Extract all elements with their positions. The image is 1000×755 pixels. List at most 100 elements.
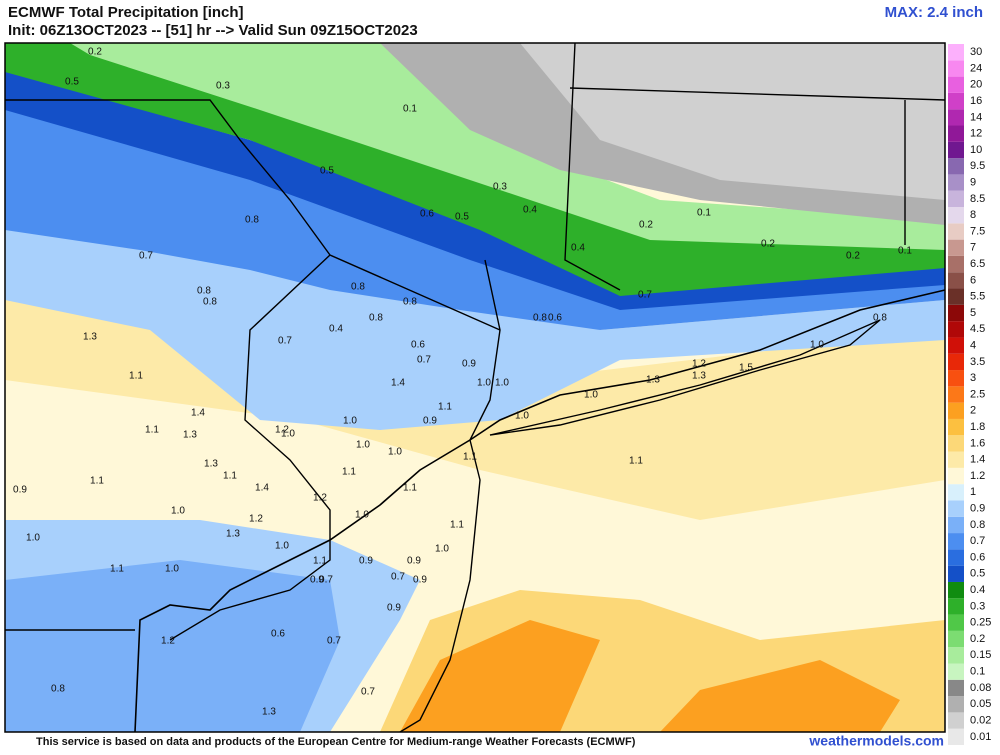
colorbar-label: 8.5: [970, 193, 985, 205]
colorbar-label: 4.5: [970, 323, 985, 335]
colorbar-swatch: [948, 141, 964, 159]
colorbar-label: 0.05: [970, 698, 991, 710]
band-2: [400, 620, 900, 732]
band-0-02: [520, 43, 945, 200]
colorbar-label: 16: [970, 95, 982, 107]
contour-label: 0.4: [329, 324, 343, 335]
contour-label: 0.6: [271, 629, 285, 640]
band-0-5: [5, 70, 945, 310]
colorbar-swatch: [948, 614, 964, 631]
colorbar-swatch: [948, 44, 964, 61]
contour-label: 0.8: [369, 313, 383, 324]
colorbar-label: 0.8: [970, 519, 985, 531]
colorbar-label: 0.5: [970, 568, 985, 580]
contour-label: 1.0: [495, 378, 509, 389]
site-name: weathermodels.com: [808, 733, 944, 749]
colorbar-label: 6.5: [970, 258, 985, 270]
colorbar-label: 0.15: [970, 649, 991, 661]
colorbar-swatch: [948, 647, 964, 664]
contour-label: 1.1: [145, 425, 159, 436]
colorbar-label: 0.9: [970, 503, 985, 515]
title: ECMWF Total Precipitation [inch]: [8, 4, 244, 21]
colorbar-label: 0.01: [970, 731, 991, 743]
contour-label: 0.8: [245, 215, 259, 226]
contour-label: 0.3: [216, 81, 230, 92]
contour-label: 0.6: [420, 209, 434, 220]
colorbar-label: 8: [970, 209, 976, 221]
band-0-7: [5, 80, 945, 330]
colorbar-swatch: [948, 402, 964, 419]
colorbar-swatch: [948, 712, 964, 729]
colorbar-label: 0.1: [970, 666, 985, 678]
colorbar-label: 7.5: [970, 225, 985, 237]
colorbar-swatch: [948, 353, 964, 371]
colorbar-swatch: [948, 386, 964, 403]
colorbar-swatch: [948, 223, 964, 240]
contour-label: 1.0: [515, 411, 529, 422]
contour-label: 1.1: [129, 371, 143, 382]
contour-label: 0.5: [455, 212, 469, 223]
footer-notice: This service is based on data and produc…: [36, 736, 636, 748]
coastline: [134, 289, 946, 733]
contour-label: 0.8: [51, 684, 65, 695]
colorbar-swatch: [948, 696, 964, 713]
colorbar-label: 12: [970, 128, 982, 140]
contour-label: 1.3: [226, 529, 240, 540]
contour-label: 0.7: [327, 636, 341, 647]
colorbar-label: 5: [970, 307, 976, 319]
colorbar-swatch: [948, 516, 964, 534]
contour-label: 0.9: [310, 575, 324, 586]
contour-label: 0.2: [88, 47, 102, 58]
colorbar-label: 3.5: [970, 356, 985, 368]
contour-label: 0.7: [278, 336, 292, 347]
contour-label: 1.2: [249, 514, 263, 525]
colorbar-label: 14: [970, 111, 982, 123]
colorbar-label: 1.6: [970, 437, 985, 449]
contour-label: 0.7: [391, 572, 405, 583]
colorbar-swatch: [948, 239, 964, 256]
contour-label: 0.6: [411, 340, 425, 351]
colorbar-label: 9.5: [970, 160, 985, 172]
colorbar-swatch: [948, 109, 964, 126]
colorbar-label: 9: [970, 176, 976, 188]
contour-label: 0.1: [898, 246, 912, 257]
colorbar-swatch: [948, 337, 964, 354]
contour-label: 1.1: [90, 476, 104, 487]
contour-label: 1.2: [275, 425, 289, 436]
colorbar-swatch: [948, 598, 964, 615]
contour-label: 0.8: [351, 282, 365, 293]
band-0-7-south: [5, 560, 340, 732]
contour-label: 0.1: [697, 208, 711, 219]
contour-label: 1.0: [584, 390, 598, 401]
colorbar-label: 1: [970, 486, 976, 498]
contour-label: 1.3: [646, 375, 660, 386]
contour-label: 1.0: [477, 378, 491, 389]
contour-label: 0.3: [493, 182, 507, 193]
contour-label: 0.2: [846, 251, 860, 262]
contour-label: 0.9: [413, 575, 427, 586]
colorbar-label: 0.08: [970, 682, 991, 694]
contour-label: 1.1: [223, 471, 237, 482]
contour-label: 0.6: [548, 313, 562, 324]
colorbar-swatch: [948, 125, 964, 142]
contour-label: 1.0: [165, 564, 179, 575]
nj-coast: [399, 259, 501, 733]
contour-label: 0.9: [407, 556, 421, 567]
colorbar-label: 0.7: [970, 535, 985, 547]
contour-label: 1.0: [281, 429, 295, 440]
contour-label: 1.3: [692, 371, 706, 382]
colorbar-swatch: [948, 549, 964, 566]
contour-label: 0.8: [203, 297, 217, 308]
contour-label: 0.8: [197, 286, 211, 297]
contour-label: 1.0: [810, 340, 824, 351]
colorbar-swatch: [948, 581, 964, 599]
colorbar-label: 10: [970, 144, 982, 156]
colorbar-label: 4: [970, 339, 976, 351]
contour-label: 1.4: [255, 483, 269, 494]
contour-label: 0.8: [403, 297, 417, 308]
contour-label: 0.7: [638, 290, 652, 301]
contour-label: 1.0: [435, 544, 449, 555]
contour-label: 1.0: [275, 541, 289, 552]
colorbar-swatch: [948, 76, 964, 93]
colorbar-label: 30: [970, 46, 982, 58]
